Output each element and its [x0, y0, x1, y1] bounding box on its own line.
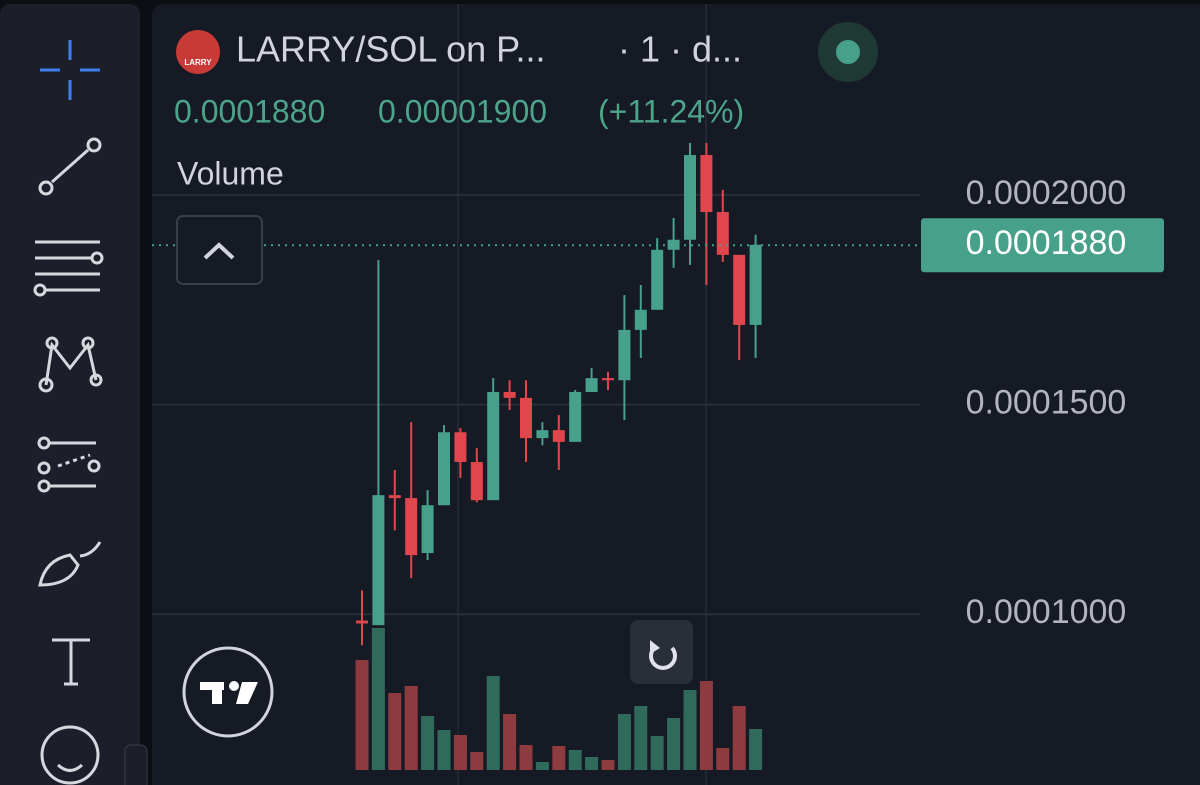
volume-bar: [404, 686, 418, 770]
change: 0.00001900: [378, 93, 547, 129]
volume-bar: [453, 735, 467, 770]
candle-body: [634, 309, 647, 330]
candle-body: [618, 329, 631, 381]
candle-body: [487, 391, 500, 501]
interval: · 1 · d...: [618, 29, 742, 70]
volume-bar: [617, 714, 631, 770]
y-tick-label: 0.0002000: [966, 174, 1127, 212]
candle-body: [438, 432, 450, 506]
price: 0.0001880: [174, 93, 325, 129]
plot: 0.0002000 0.0001500 0.0001000 0.0001880: [152, 4, 1164, 785]
candle-body: [569, 391, 582, 442]
volume-bar: [732, 706, 746, 770]
text-tool[interactable]: [52, 638, 90, 686]
candle-body: [372, 495, 385, 626]
crosshair-tool[interactable]: [40, 40, 100, 100]
volume-bar: [552, 746, 566, 770]
chart-pane: [152, 4, 1200, 785]
candle-body: [585, 378, 598, 392]
candle-body: [667, 239, 680, 250]
candle-body: [684, 155, 696, 240]
candle-body: [536, 430, 549, 439]
volume-bar: [601, 760, 615, 770]
toolbar: [0, 4, 140, 785]
emoji-tool[interactable]: [40, 725, 100, 785]
reset-button[interactable]: [630, 620, 693, 684]
avatar-text: LARRY: [184, 58, 212, 67]
y-tick-label: 0.0001500: [966, 384, 1127, 422]
candle-body: [700, 155, 713, 213]
last-price-label: 0.0001880: [966, 224, 1127, 262]
collapse-button[interactable]: [124, 744, 148, 785]
volume-label: Volume: [177, 155, 284, 191]
volume-bar: [683, 690, 697, 770]
volume-bar: [437, 730, 451, 770]
candle-body: [388, 495, 401, 499]
status-dot: [836, 40, 860, 64]
fib-tool[interactable]: [33, 240, 104, 297]
volume-bar: [650, 736, 664, 770]
collapse-indicators[interactable]: [176, 215, 263, 285]
y-tick-label: 0.0001000: [966, 593, 1127, 631]
volume-bar: [716, 748, 730, 770]
candle-body: [602, 378, 614, 381]
volume-bar: [355, 660, 369, 770]
line-tool[interactable]: [38, 137, 102, 196]
logo-mark: [200, 681, 258, 704]
volume-bar: [749, 729, 763, 770]
volume-bar: [519, 745, 533, 770]
candle-body: [405, 498, 418, 556]
volume-bar: [535, 762, 549, 770]
brush-tool[interactable]: [38, 541, 102, 587]
volume-bar: [421, 716, 435, 770]
candle-body: [716, 212, 729, 255]
last-price-box: [921, 218, 1164, 273]
candle-body: [454, 432, 467, 463]
candle-body: [749, 244, 762, 325]
candle-body: [421, 505, 434, 554]
volume-bar: [486, 676, 500, 770]
candle-body: [356, 620, 368, 624]
volume-bar: [503, 714, 517, 770]
volume-bar: [667, 718, 681, 770]
volume-bar: [699, 681, 713, 770]
avatar: [176, 30, 220, 74]
tools: [33, 40, 104, 785]
reset-icon: [649, 645, 677, 670]
reset-arrow: [650, 640, 660, 654]
projection-tool[interactable]: [37, 436, 101, 493]
pattern-tool[interactable]: [38, 336, 103, 393]
candle-body: [651, 249, 664, 310]
symbol: LARRY/SOL on P...: [236, 29, 546, 70]
logo[interactable]: [182, 646, 274, 738]
volume-bar: [470, 752, 484, 770]
volume-bar: [568, 750, 582, 770]
volume-bar: [585, 757, 599, 770]
volume-bar: [371, 628, 385, 770]
volume-bar: [388, 693, 402, 770]
candle-body: [733, 254, 746, 325]
chevron-icon: [203, 242, 235, 260]
candle-body: [520, 397, 532, 439]
candle-body: [470, 462, 483, 501]
candle-body: [552, 430, 565, 442]
volume-bar: [634, 706, 648, 770]
candle-body: [503, 391, 516, 398]
change-percent: (+11.24%): [598, 93, 744, 129]
